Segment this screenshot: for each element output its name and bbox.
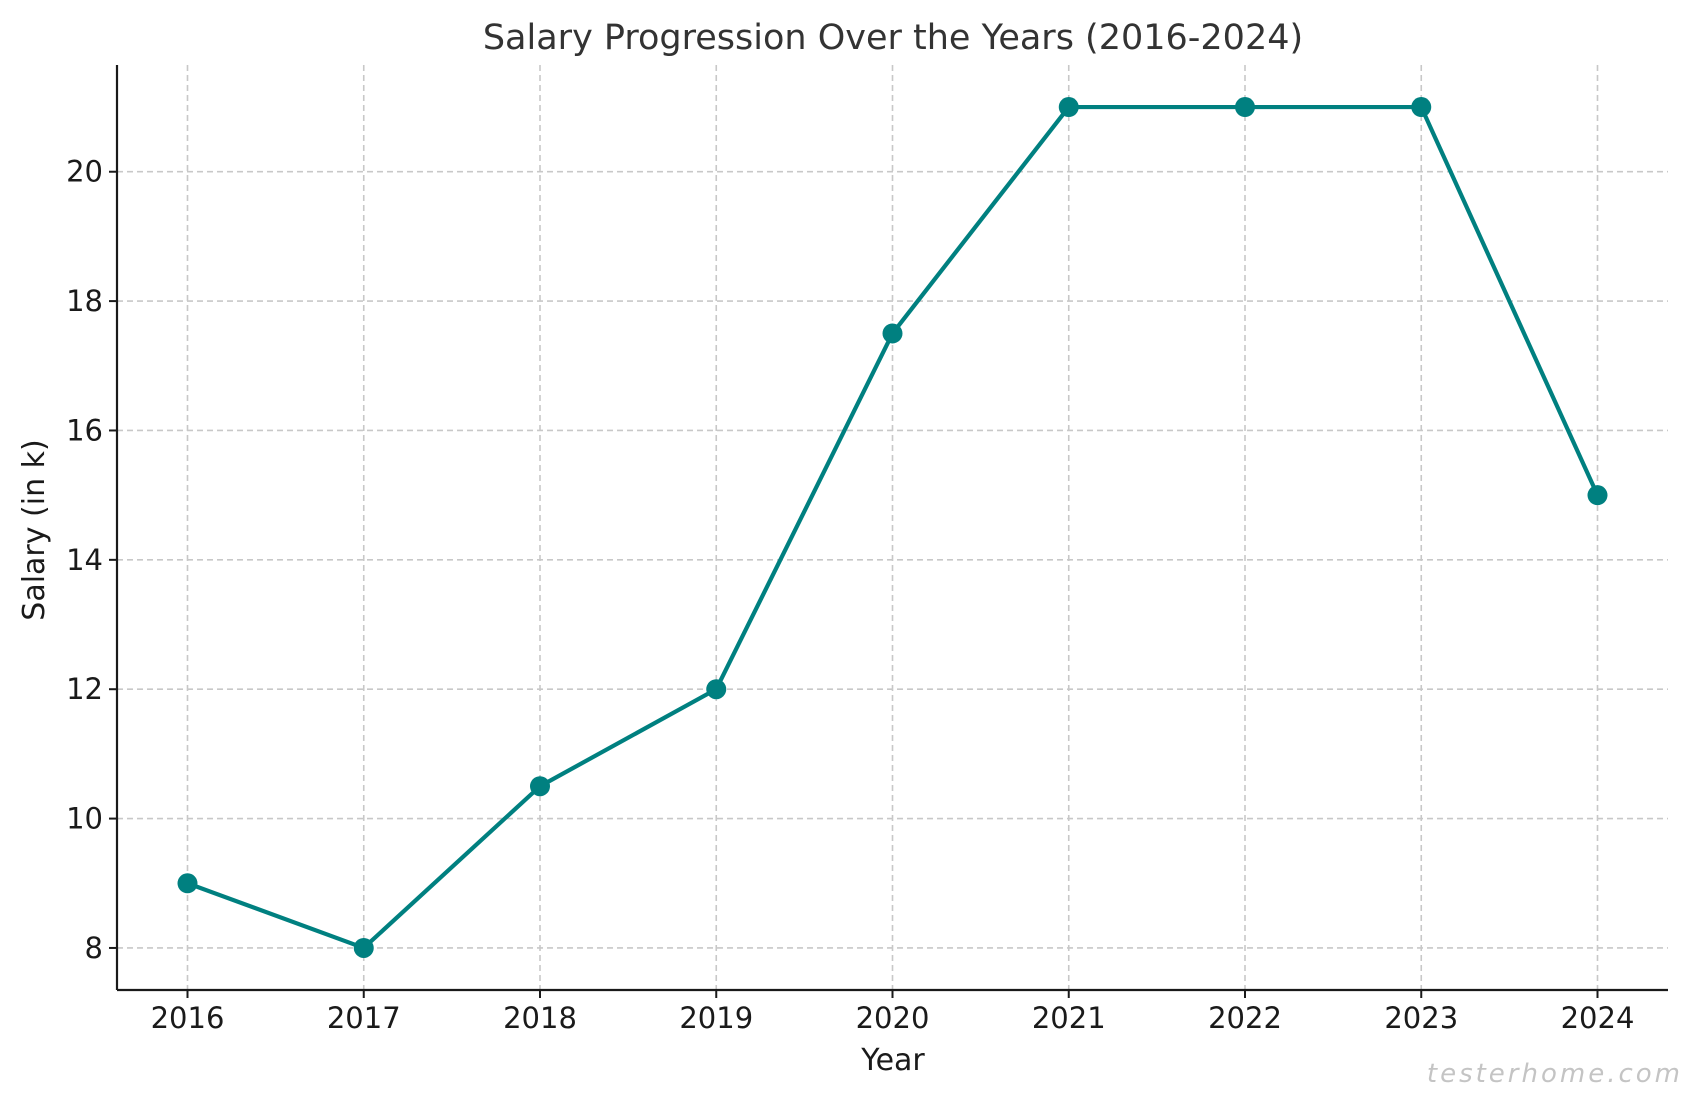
y-axis-label: Salary (in k) <box>17 439 52 620</box>
data-point <box>1587 485 1608 506</box>
x-axis-label: Year <box>860 1043 925 1078</box>
y-tick-label: 8 <box>85 931 103 965</box>
y-tick-label: 16 <box>66 413 103 447</box>
x-tick-label: 2020 <box>856 1001 930 1035</box>
y-tick-label: 18 <box>66 284 103 318</box>
data-point <box>177 873 198 894</box>
y-tick-label: 10 <box>66 802 103 836</box>
chart-title: Salary Progression Over the Years (2016-… <box>483 18 1303 58</box>
data-point <box>530 776 550 797</box>
y-tick-label: 20 <box>66 155 103 189</box>
data-point <box>1058 97 1079 118</box>
x-tick-label: 2016 <box>151 1001 225 1035</box>
x-tick-label: 2023 <box>1384 1001 1458 1035</box>
watermark: testerhome.com <box>1427 1059 1683 1089</box>
data-point <box>353 937 374 958</box>
x-tick-label: 2019 <box>679 1001 753 1035</box>
x-tick-label: 2017 <box>327 1001 401 1035</box>
data-point <box>882 323 903 344</box>
data-point <box>1411 97 1432 118</box>
data-point <box>1235 97 1255 118</box>
data-point <box>706 679 727 700</box>
x-tick-label: 2022 <box>1208 1001 1282 1035</box>
tick-labels: 2016 2017 2018 2019 2020 2021 2022 2023 20248101… <box>66 155 1634 1035</box>
grid <box>117 65 1668 990</box>
series <box>177 97 1608 958</box>
axes <box>109 65 1668 998</box>
y-tick-label: 12 <box>66 672 103 706</box>
x-tick-label: 2024 <box>1561 1001 1635 1035</box>
x-tick-label: 2018 <box>503 1001 577 1035</box>
x-tick-label: 2021 <box>1032 1001 1106 1035</box>
y-tick-label: 14 <box>66 543 103 577</box>
